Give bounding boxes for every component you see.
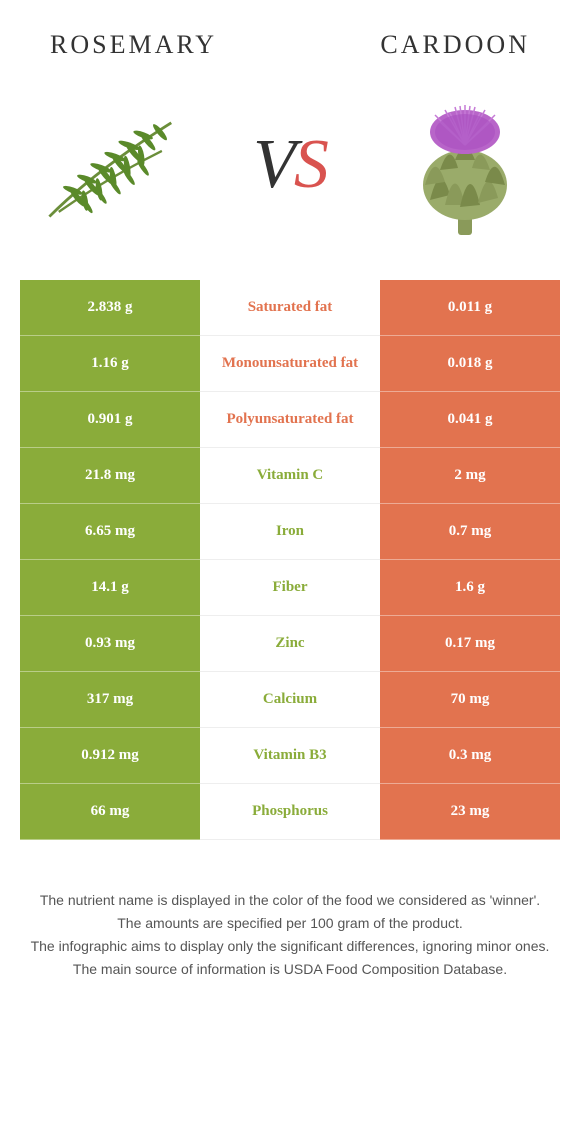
value-left: 0.901 g [20, 392, 200, 448]
table-row: 0.912 mgVitamin B30.3 mg [20, 728, 560, 784]
cardoon-icon [400, 90, 530, 240]
value-right: 0.041 g [380, 392, 560, 448]
cardoon-image [390, 90, 540, 240]
footer-notes: The nutrient name is displayed in the co… [0, 840, 580, 1002]
value-left: 6.65 mg [20, 504, 200, 560]
value-left: 2.838 g [20, 280, 200, 336]
table-row: 0.93 mgZinc0.17 mg [20, 616, 560, 672]
nutrient-label: Zinc [200, 616, 380, 672]
value-left: 1.16 g [20, 336, 200, 392]
nutrient-label: Vitamin B3 [200, 728, 380, 784]
value-left: 21.8 mg [20, 448, 200, 504]
table-row: 6.65 mgIron0.7 mg [20, 504, 560, 560]
nutrient-label: Saturated fat [200, 280, 380, 336]
table-row: 21.8 mgVitamin C2 mg [20, 448, 560, 504]
value-left: 0.93 mg [20, 616, 200, 672]
value-right: 0.018 g [380, 336, 560, 392]
title-left: ROSEMARY [50, 30, 217, 60]
titles-row: ROSEMARY CARDOON [0, 0, 580, 70]
infographic-container: ROSEMARY CARDOON [0, 0, 580, 1002]
value-right: 1.6 g [380, 560, 560, 616]
value-left: 66 mg [20, 784, 200, 840]
nutrient-label: Phosphorus [200, 784, 380, 840]
nutrient-label: Fiber [200, 560, 380, 616]
nutrient-label: Calcium [200, 672, 380, 728]
table-row: 0.901 gPolyunsaturated fat0.041 g [20, 392, 560, 448]
value-right: 0.17 mg [380, 616, 560, 672]
value-right: 2 mg [380, 448, 560, 504]
vs-s: S [294, 126, 327, 203]
table-row: 1.16 gMonounsaturated fat0.018 g [20, 336, 560, 392]
value-right: 0.7 mg [380, 504, 560, 560]
rosemary-image [40, 90, 190, 240]
nutrient-label: Iron [200, 504, 380, 560]
rosemary-icon [40, 100, 190, 230]
nutrient-label: Polyunsaturated fat [200, 392, 380, 448]
value-left: 0.912 mg [20, 728, 200, 784]
value-right: 0.3 mg [380, 728, 560, 784]
value-right: 70 mg [380, 672, 560, 728]
footer-line: The main source of information is USDA F… [30, 959, 550, 980]
title-right: CARDOON [380, 30, 530, 60]
table-row: 317 mgCalcium70 mg [20, 672, 560, 728]
value-right: 0.011 g [380, 280, 560, 336]
footer-line: The amounts are specified per 100 gram o… [30, 913, 550, 934]
nutrient-label: Monounsaturated fat [200, 336, 380, 392]
table-row: 14.1 gFiber1.6 g [20, 560, 560, 616]
table-row: 66 mgPhosphorus23 mg [20, 784, 560, 840]
vs-v: V [253, 126, 294, 203]
comparison-table: 2.838 gSaturated fat0.011 g1.16 gMonouns… [20, 280, 560, 840]
value-left: 14.1 g [20, 560, 200, 616]
footer-line: The infographic aims to display only the… [30, 936, 550, 957]
nutrient-label: Vitamin C [200, 448, 380, 504]
hero-row: VS [0, 70, 580, 280]
footer-line: The nutrient name is displayed in the co… [30, 890, 550, 911]
table-row: 2.838 gSaturated fat0.011 g [20, 280, 560, 336]
vs-label: VS [253, 125, 327, 205]
value-right: 23 mg [380, 784, 560, 840]
value-left: 317 mg [20, 672, 200, 728]
